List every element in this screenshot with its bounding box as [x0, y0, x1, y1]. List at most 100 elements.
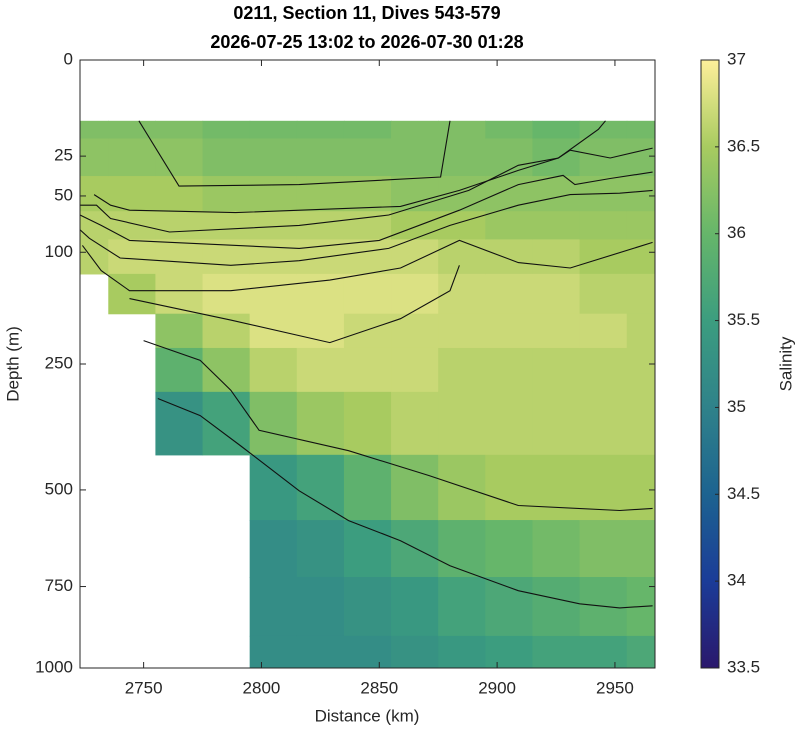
- cell: [296, 347, 345, 393]
- cell: [485, 120, 534, 140]
- cell: [391, 273, 439, 315]
- cell: [485, 635, 534, 668]
- cell: [485, 239, 534, 275]
- cell: [391, 576, 439, 637]
- cell: [532, 273, 581, 315]
- cell: [108, 211, 157, 240]
- cell: [532, 120, 581, 140]
- x-tick-label: 2900: [478, 678, 516, 697]
- cell: [579, 313, 628, 349]
- cell: [438, 239, 486, 275]
- cell: [296, 211, 345, 240]
- cell: [155, 211, 204, 240]
- cell: [438, 391, 486, 456]
- field: [80, 120, 655, 668]
- cell: [155, 391, 204, 456]
- y-tick-label: 50: [54, 185, 73, 204]
- colorbar-tick-label: 36: [727, 223, 746, 242]
- cell: [343, 347, 392, 393]
- cell: [249, 138, 298, 177]
- contour-line: [81, 239, 653, 292]
- colorbar-tick-label: 36.5: [727, 136, 760, 155]
- cell: [579, 239, 628, 275]
- cell: [626, 313, 655, 349]
- contour-line: [157, 397, 653, 609]
- cell: [626, 120, 655, 140]
- cell: [438, 635, 486, 668]
- cell: [438, 520, 486, 578]
- cell: [438, 313, 486, 349]
- cell: [532, 576, 581, 637]
- cell: [343, 576, 392, 637]
- cell: [249, 347, 298, 393]
- cell: [296, 635, 345, 668]
- contour-lines: [80, 120, 653, 609]
- cell: [202, 391, 251, 456]
- y-tick-label: 750: [45, 576, 73, 595]
- cell: [532, 347, 581, 393]
- cell: [108, 176, 157, 212]
- chart-title: 0211, Section 11, Dives 543-579: [233, 3, 500, 23]
- cell: [249, 120, 298, 140]
- cell: [296, 520, 345, 578]
- cell: [80, 138, 109, 177]
- cell: [626, 176, 655, 212]
- x-tick-label: 2850: [360, 678, 398, 697]
- cell: [485, 138, 534, 177]
- cell: [343, 391, 392, 456]
- cell: [108, 120, 157, 140]
- y-tick-label: 250: [45, 353, 73, 372]
- y-tick-label: 1000: [35, 657, 73, 676]
- cell: [343, 138, 392, 177]
- cell: [626, 138, 655, 177]
- cell: [108, 273, 157, 315]
- cell: [343, 120, 392, 140]
- cell: [249, 520, 298, 578]
- contour-line: [93, 120, 606, 214]
- cell: [391, 120, 439, 140]
- cell: [626, 273, 655, 315]
- chart-subtitle: 2026-07-25 13:02 to 2026-07-30 01:28: [210, 32, 523, 52]
- cell: [343, 520, 392, 578]
- colorbar: [700, 59, 720, 669]
- cell: [296, 120, 345, 140]
- colorbar-tick-label: 34: [727, 571, 746, 590]
- cell: [626, 520, 655, 578]
- cell: [532, 313, 581, 349]
- cell: [579, 520, 628, 578]
- cell: [579, 391, 628, 456]
- cell: [155, 138, 204, 177]
- cell: [438, 576, 486, 637]
- y-axis-label: Depth (m): [3, 326, 22, 402]
- cell: [296, 313, 345, 349]
- cell: [296, 576, 345, 637]
- cell: [249, 176, 298, 212]
- cell: [343, 635, 392, 668]
- cell: [485, 391, 534, 456]
- cell: [343, 313, 392, 349]
- cell: [80, 239, 109, 275]
- cell: [391, 176, 439, 212]
- cell: [108, 138, 157, 177]
- cell: [80, 211, 109, 240]
- cell: [532, 391, 581, 456]
- cell: [391, 520, 439, 578]
- x-tick-label: 2950: [596, 678, 634, 697]
- cell: [532, 520, 581, 578]
- contour-line: [80, 171, 653, 249]
- cell: [438, 454, 486, 521]
- colorbar-tick-label: 35.5: [727, 310, 760, 329]
- cell: [155, 313, 204, 349]
- cell: [485, 176, 534, 212]
- cell: [532, 635, 581, 668]
- cell: [296, 176, 345, 212]
- colorbar-tick-label: 34.5: [727, 484, 760, 503]
- cell: [485, 313, 534, 349]
- cell: [296, 239, 345, 275]
- contour-line: [129, 265, 460, 344]
- y-tick-label: 0: [64, 49, 73, 68]
- cell: [202, 120, 251, 140]
- y-tick-label: 100: [45, 242, 73, 261]
- colorbar-label: Salinity: [776, 336, 795, 391]
- cell: [202, 211, 251, 240]
